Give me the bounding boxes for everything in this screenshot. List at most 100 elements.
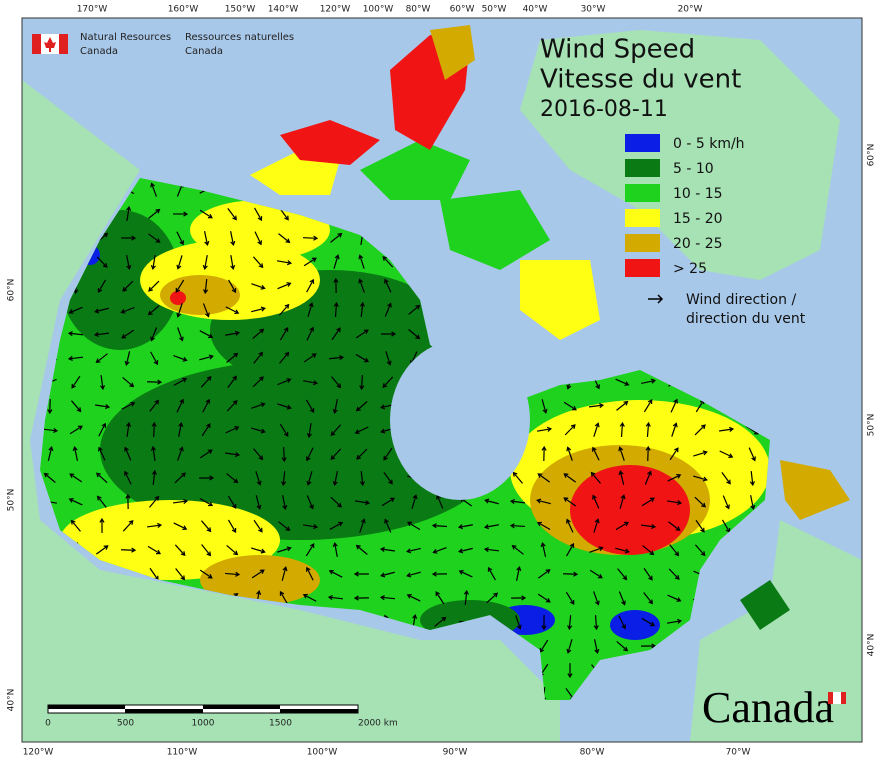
wind-arrow <box>487 566 496 581</box>
wind-arrow <box>122 377 135 388</box>
wind-arrow <box>148 233 161 243</box>
wind-arrow <box>150 351 159 366</box>
wind-arrow <box>97 279 107 294</box>
wind-arrow <box>618 591 626 606</box>
wind-arrow <box>150 327 158 342</box>
wind-arrow <box>618 446 625 461</box>
org-fr: Canada <box>185 46 223 57</box>
wind-arrow <box>327 594 344 601</box>
wind-arrow <box>694 424 706 436</box>
wind-arrow <box>693 475 708 482</box>
wind-arrow <box>640 643 657 649</box>
wind-arrow <box>95 472 108 484</box>
wind-arrow <box>305 543 315 557</box>
island <box>280 120 380 165</box>
wind-arrow <box>252 256 264 269</box>
zone <box>190 200 330 260</box>
wind-arrow <box>198 475 215 481</box>
wind-arrow <box>306 326 314 341</box>
lat-label: 60°N <box>867 144 877 167</box>
wind-arrow <box>750 495 756 511</box>
lon-label: 80°W <box>580 748 605 758</box>
wind-arrow <box>279 423 289 437</box>
wind-arrow <box>537 569 551 579</box>
wind-arrow <box>199 209 213 219</box>
scale-bar: 0 500 1000 1500 2000 km <box>45 704 398 729</box>
wind-arrow <box>406 594 421 602</box>
wind-arrow <box>98 446 106 461</box>
wind-arrow <box>411 494 418 509</box>
wind-arrow <box>331 376 342 389</box>
wind-arrow <box>385 351 392 366</box>
wind-arrow <box>70 519 81 532</box>
wind-arrow <box>434 616 447 627</box>
wind-arrow <box>96 256 108 268</box>
island <box>520 260 600 340</box>
wind-arrow <box>593 422 600 437</box>
wind-arrow <box>383 447 393 461</box>
date: 2016-08-11 <box>540 97 668 122</box>
wind-arrow <box>173 377 188 386</box>
island <box>430 25 475 80</box>
wind-arrow <box>42 427 59 434</box>
wind-arrow <box>277 282 292 290</box>
scale-seg <box>48 705 125 709</box>
wind-arrow <box>616 400 629 411</box>
wind-arrow <box>381 497 395 507</box>
wind-arrow <box>431 523 448 529</box>
wind-arrow <box>303 257 317 267</box>
lon-label: 150°W <box>225 5 256 15</box>
wind-arrow <box>591 446 600 461</box>
wind-arrow <box>71 375 81 389</box>
wind-arrow <box>306 471 313 486</box>
wind-arrow <box>226 473 239 484</box>
wind-arrow <box>333 301 339 318</box>
wind-arrow <box>515 566 522 581</box>
legend-label: 5 - 10 <box>673 161 714 177</box>
lon-label: 100°W <box>363 5 394 15</box>
wind-arrow <box>353 571 370 577</box>
wind-arrow <box>408 304 421 315</box>
wind-arrow <box>537 473 551 483</box>
lon-label: 20°W <box>678 5 703 15</box>
wind-arrow <box>279 326 289 341</box>
wind-arrow <box>252 376 264 388</box>
wind-arrow <box>173 355 188 362</box>
wind-arrow <box>355 353 370 363</box>
wind-arrow <box>126 205 132 222</box>
lon-label: 120°W <box>320 5 351 15</box>
lon-label: 120°W <box>23 748 54 758</box>
wind-arrow <box>230 254 236 271</box>
wind-arrow <box>645 445 651 462</box>
wind-arrow <box>251 427 266 434</box>
wind-arrow <box>202 255 208 271</box>
wind-arrow <box>593 639 600 654</box>
lon-label: 170°W <box>77 5 108 15</box>
wind-arrow <box>69 425 83 435</box>
wind-arrow <box>457 524 473 530</box>
wind-arrow <box>199 569 213 579</box>
wind-arrow <box>70 400 82 413</box>
wind-arrow <box>483 546 500 553</box>
wind-arrow <box>251 283 266 290</box>
lon-label: 80°W <box>406 5 431 15</box>
wind-arrow <box>333 277 339 294</box>
legend-swatch <box>625 184 660 202</box>
wind-arrow <box>641 497 655 507</box>
lon-label: 50°W <box>482 5 507 15</box>
island <box>440 190 550 270</box>
wind-arrow <box>354 500 371 506</box>
wind-arrow <box>643 592 654 605</box>
wind-arrow <box>384 518 392 533</box>
legend-swatch <box>625 134 660 152</box>
wind-arrow <box>722 495 730 510</box>
wind-arrow <box>463 589 469 606</box>
graticule-labels: 170°W 160°W 150°W 140°W 120°W 100°W 80°W 60°W 50… <box>7 5 877 758</box>
wind-arrow <box>563 497 577 507</box>
wind-arrow <box>748 447 756 462</box>
lat-label: 50°N <box>867 414 877 437</box>
lat-label: 50°N <box>7 489 17 512</box>
lon-label: 90°W <box>443 748 468 758</box>
wind-arrow <box>640 523 657 530</box>
